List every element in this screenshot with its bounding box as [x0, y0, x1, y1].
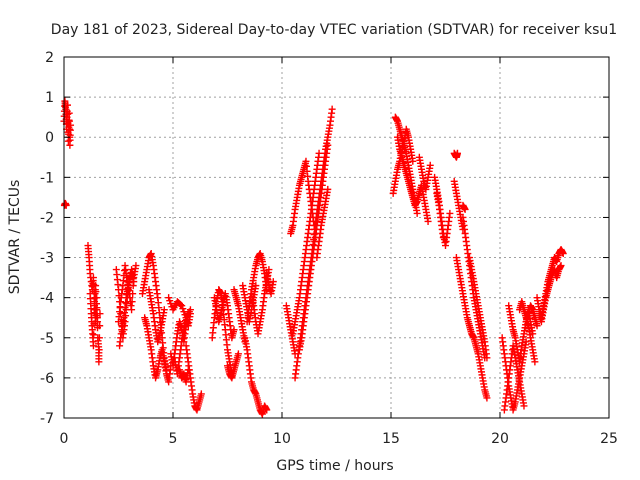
data-point [557, 262, 565, 270]
data-point [291, 350, 299, 358]
x-tick-label: 25 [600, 431, 618, 447]
data-point [315, 149, 323, 157]
data-point [90, 331, 98, 339]
y-tick-label: -7 [40, 411, 54, 427]
data-point [94, 322, 102, 330]
y-tick-label: -2 [40, 210, 54, 226]
y-tick-label: -6 [40, 371, 54, 387]
data-point [324, 185, 332, 193]
data-point [92, 294, 100, 302]
data-point [95, 346, 103, 354]
data-point [263, 406, 271, 414]
data-point [92, 300, 100, 308]
data-point [177, 301, 185, 309]
data-point [252, 282, 260, 290]
data-point [483, 354, 491, 362]
data-point [65, 117, 73, 125]
data-point [89, 342, 97, 350]
y-tick-label: -3 [40, 251, 54, 267]
y-tick-label: -4 [40, 291, 54, 307]
chart-title: Day 181 of 2023, Sidereal Day-to-day VTE… [51, 22, 617, 38]
data-point [413, 209, 421, 217]
data-point [409, 157, 417, 165]
data-point [65, 109, 73, 117]
data-point [559, 250, 567, 258]
data-point [92, 282, 100, 290]
data-point [439, 234, 447, 241]
y-tick-label: 2 [45, 50, 54, 66]
data-point [95, 358, 103, 366]
plot-frame [63, 56, 610, 419]
data-point [66, 125, 74, 133]
y-tick-label: 1 [45, 90, 54, 106]
data-point [128, 306, 136, 314]
data-point [64, 110, 72, 118]
y-tick-label: 0 [45, 130, 54, 146]
data-point [446, 209, 454, 217]
data-point [129, 290, 137, 298]
data-point [132, 262, 140, 270]
data-point [197, 390, 205, 398]
x-tick-label: 15 [382, 431, 400, 447]
data-point [265, 266, 273, 274]
y-tick-label: -1 [40, 170, 54, 186]
data-point [453, 149, 461, 157]
data-point [95, 334, 103, 342]
data-point [160, 306, 168, 314]
data-point [63, 101, 71, 109]
data-point [92, 288, 100, 296]
y-axis-label: SDTVAR / TECUs [7, 180, 23, 295]
data-point [424, 217, 432, 225]
data-point [483, 394, 491, 402]
data-marks [60, 97, 567, 418]
data-point [531, 358, 539, 366]
data-point [67, 121, 75, 129]
data-point [90, 320, 98, 328]
data-point [186, 310, 194, 318]
x-tick-label: 10 [273, 431, 291, 447]
data-point [426, 161, 434, 169]
x-axis-ticks: 0 5 10 15 20 25 [60, 57, 618, 447]
data-point [461, 205, 469, 213]
data-point [184, 366, 192, 374]
data-point [126, 270, 134, 278]
data-point [328, 105, 336, 113]
x-axis-label: GPS time / hours [276, 458, 393, 474]
y-axis-ticks: 2 1 0 -1 -2 -3 -4 -5 -6 -7 [40, 50, 609, 427]
data-point [533, 322, 541, 330]
x-tick-label: 5 [169, 431, 178, 447]
data-point [324, 141, 332, 149]
data-point [123, 300, 131, 308]
data-point [89, 274, 97, 282]
data-point [230, 326, 238, 334]
data-point [128, 298, 136, 306]
y-tick-label: -5 [40, 331, 54, 347]
data-point [520, 402, 528, 410]
data-point [269, 278, 277, 286]
x-tick-label: 20 [491, 431, 509, 447]
data-point [234, 350, 242, 358]
x-tick-label: 0 [60, 431, 69, 447]
